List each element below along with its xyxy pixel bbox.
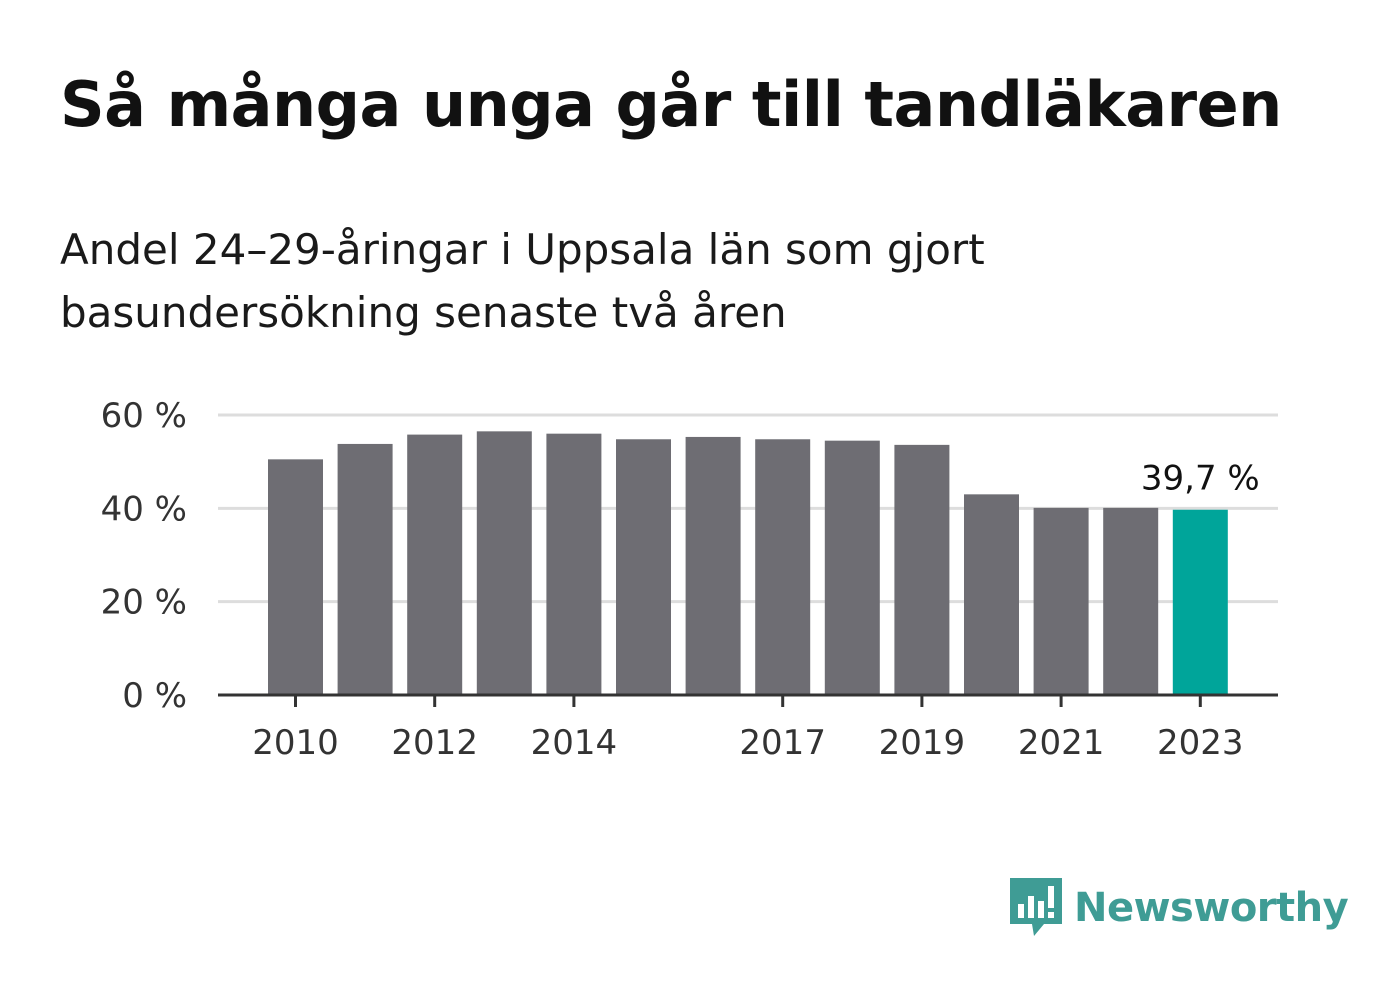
bar-2014 xyxy=(546,433,602,695)
bar-2023 xyxy=(1172,509,1228,695)
bar-2012 xyxy=(407,434,463,695)
bar-2015 xyxy=(616,439,671,695)
bar-2018 xyxy=(824,440,880,695)
newsworthy-logo-icon xyxy=(1010,878,1062,936)
y-tick-label: 20 % xyxy=(101,583,187,623)
x-axis-tick-labels: 2010 2012 2014 2017 2019 2021 2023 xyxy=(252,723,1243,763)
data-label-2023: 39,7 % xyxy=(1141,459,1260,499)
bar-2021 xyxy=(1033,507,1089,695)
x-tick-label: 2010 xyxy=(252,723,339,763)
x-axis xyxy=(218,693,1278,707)
gridlines xyxy=(218,413,1278,604)
bar-2011 xyxy=(337,443,393,695)
chart-title: Så många unga går till tandläkaren xyxy=(60,68,1282,141)
bar-2017 xyxy=(755,439,811,695)
bar-2013 xyxy=(476,431,532,695)
bar-2010 xyxy=(268,459,323,695)
bars xyxy=(268,431,1228,695)
newsworthy-logo: Newsworthy xyxy=(1010,878,1349,938)
bar-2019 xyxy=(894,444,950,695)
x-tick-label: 2012 xyxy=(391,723,478,763)
bar-2016 xyxy=(685,436,741,695)
chart-subtitle: Andel 24–29-åringar i Uppsala län som gj… xyxy=(60,225,985,337)
x-tick-label: 2021 xyxy=(1018,723,1105,763)
y-tick-label: 40 % xyxy=(101,489,187,529)
x-tick-label: 2014 xyxy=(531,723,618,763)
y-tick-label: 60 % xyxy=(101,396,187,436)
x-tick-label: 2017 xyxy=(739,723,826,763)
annotations: 39,7 % xyxy=(1141,459,1260,499)
bar-2020 xyxy=(964,494,1019,695)
x-tick-label: 2019 xyxy=(879,723,966,763)
y-axis-tick-labels: 0 % 20 % 40 % 60 % xyxy=(101,396,187,716)
bar-2022 xyxy=(1103,507,1159,695)
x-tick-label: 2023 xyxy=(1157,723,1244,763)
y-tick-label: 0 % xyxy=(122,676,187,716)
brand-name: Newsworthy xyxy=(1074,885,1349,931)
